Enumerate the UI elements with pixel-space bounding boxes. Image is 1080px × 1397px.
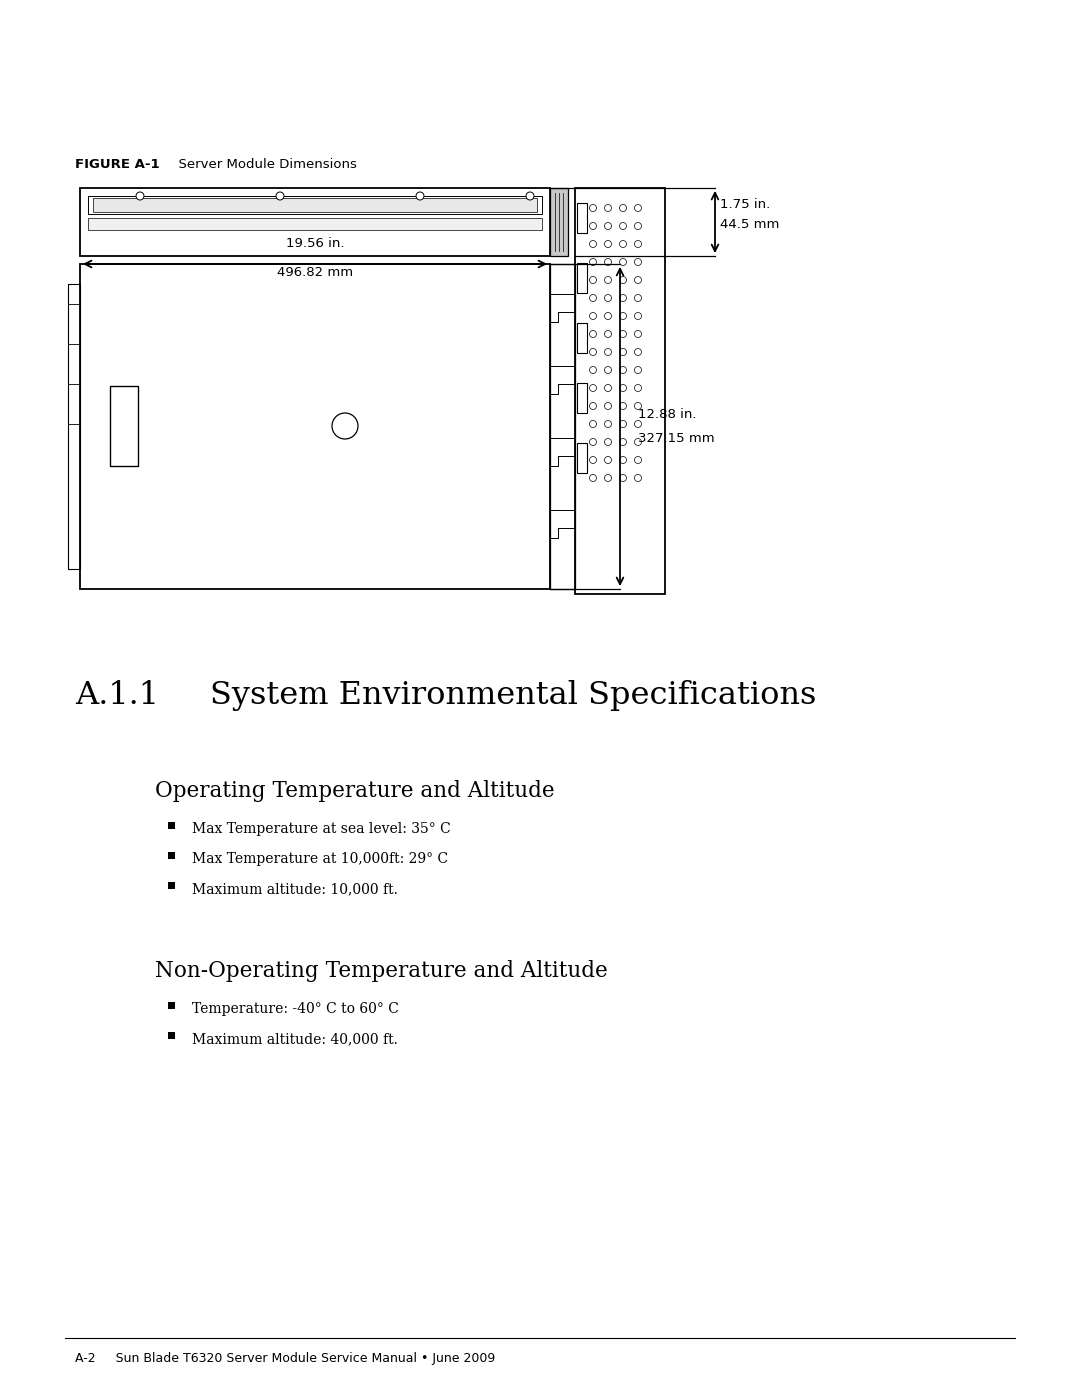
Text: Temperature: -40° C to 60° C: Temperature: -40° C to 60° C [192, 1002, 399, 1016]
Text: Maximum altitude: 40,000 ft.: Maximum altitude: 40,000 ft. [192, 1032, 397, 1046]
Text: Max Temperature at 10,000ft: 29° C: Max Temperature at 10,000ft: 29° C [192, 852, 448, 866]
Text: System Environmental Specifications: System Environmental Specifications [210, 680, 816, 711]
Text: Max Temperature at sea level: 35° C: Max Temperature at sea level: 35° C [192, 821, 450, 835]
Circle shape [416, 191, 424, 200]
Bar [577, 323, 588, 353]
Bar [577, 383, 588, 414]
Bar [80, 189, 550, 256]
Text: A-2     Sun Blade T6320 Server Module Service Manual • June 2009: A-2 Sun Blade T6320 Server Module Servic… [75, 1352, 496, 1365]
Bar [168, 882, 175, 888]
Text: A.1.1: A.1.1 [75, 680, 159, 711]
Circle shape [136, 191, 144, 200]
Bar [168, 1002, 175, 1009]
Bar [168, 821, 175, 828]
Text: Server Module Dimensions: Server Module Dimensions [170, 158, 356, 170]
Bar [87, 196, 542, 214]
Circle shape [276, 191, 284, 200]
Bar [68, 284, 80, 569]
Text: Non-Operating Temperature and Altitude: Non-Operating Temperature and Altitude [156, 960, 608, 982]
Bar [550, 264, 575, 590]
Bar [110, 386, 138, 467]
Bar [577, 443, 588, 474]
Bar [87, 218, 542, 231]
Circle shape [526, 191, 534, 200]
Text: 12.88 in.: 12.88 in. [638, 408, 697, 420]
Text: FIGURE A-1: FIGURE A-1 [75, 158, 160, 170]
Bar [577, 263, 588, 293]
Bar [168, 852, 175, 859]
Bar [575, 189, 665, 594]
Text: 496.82 mm: 496.82 mm [276, 265, 353, 279]
Text: 44.5 mm: 44.5 mm [720, 218, 780, 231]
Text: 1.75 in.: 1.75 in. [720, 198, 770, 211]
Text: 19.56 in.: 19.56 in. [286, 237, 345, 250]
Bar [577, 203, 588, 233]
Text: Maximum altitude: 10,000 ft.: Maximum altitude: 10,000 ft. [192, 882, 397, 895]
Text: 327.15 mm: 327.15 mm [638, 432, 715, 446]
Bar [80, 264, 550, 590]
Bar [168, 1032, 175, 1039]
Text: Operating Temperature and Altitude: Operating Temperature and Altitude [156, 780, 555, 802]
Bar [93, 198, 537, 212]
Bar [550, 189, 568, 256]
